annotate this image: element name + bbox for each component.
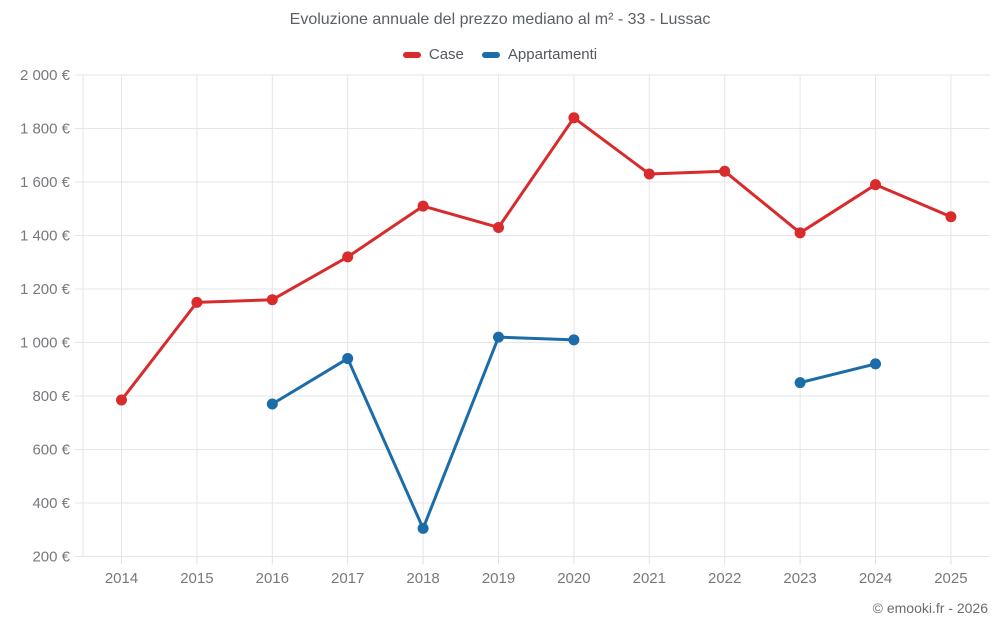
legend-swatch-case [402,51,421,58]
data-point-appartamenti-2020 [568,334,580,346]
data-point-case-2019 [493,221,504,233]
legend-item-case[interactable]: Case [402,46,464,63]
x-axis-tick-label: 2023 [783,570,816,587]
data-point-case-2022 [719,165,731,177]
legend: Case Appartamenti [0,46,1000,63]
data-point-case-2020 [568,112,580,124]
y-axis-tick-label: 1 600 € [20,174,71,191]
legend-swatch-appartamenti [481,51,500,58]
data-point-case-2021 [643,168,655,180]
x-axis-tick-label: 2020 [557,570,590,587]
data-point-case-2025 [945,211,957,223]
x-axis-tick-label: 2024 [859,570,892,587]
x-axis-tick-label: 2019 [482,570,515,587]
y-axis-tick-label: 400 € [32,495,70,512]
data-point-case-2017 [342,251,354,263]
data-point-appartamenti-2016 [266,398,278,410]
legend-label-case: Case [428,46,464,63]
data-point-case-2023 [794,227,806,239]
y-axis-tick-label: 2 000 € [20,67,71,84]
x-axis-tick-label: 2021 [633,570,666,587]
data-point-appartamenti-2023 [794,377,806,389]
credit-text: © emooki.fr - 2026 [872,600,988,616]
y-axis-tick-label: 200 € [32,549,70,566]
legend-label-appartamenti: Appartamenti [507,46,598,63]
data-point-appartamenti-2018 [417,522,429,534]
x-axis-tick-label: 2017 [331,570,364,587]
y-axis-tick-label: 1 800 € [20,121,71,138]
data-point-case-2015 [191,296,203,308]
chart-title: Evoluzione annuale del prezzo mediano al… [289,11,711,28]
x-axis-tick-label: 2018 [406,570,439,587]
x-axis-tick-label: 2015 [180,570,213,587]
data-point-case-2024 [870,179,881,191]
data-point-case-2018 [417,200,429,212]
y-axis-tick-label: 600 € [32,442,70,459]
legend-item-appartamenti[interactable]: Appartamenti [481,46,598,63]
x-axis-tick-label: 2022 [708,570,741,587]
y-axis-tick-label: 1 200 € [20,281,71,298]
series-line-appartamenti [798,362,877,385]
y-axis-tick-label: 1 000 € [20,335,71,352]
data-point-appartamenti-2024 [870,358,881,370]
x-axis-tick-label: 2016 [256,570,289,587]
data-point-appartamenti-2017 [342,353,354,365]
x-axis-tick-label: 2014 [105,570,138,587]
y-axis-tick-label: 800 € [32,388,70,405]
y-axis-tick-label: 1 400 € [20,228,71,245]
data-point-case-2016 [266,294,278,306]
x-axis-tick-label: 2025 [934,570,967,587]
data-point-case-2014 [116,394,127,406]
series-line-case [120,116,953,402]
data-point-appartamenti-2019 [493,331,504,343]
